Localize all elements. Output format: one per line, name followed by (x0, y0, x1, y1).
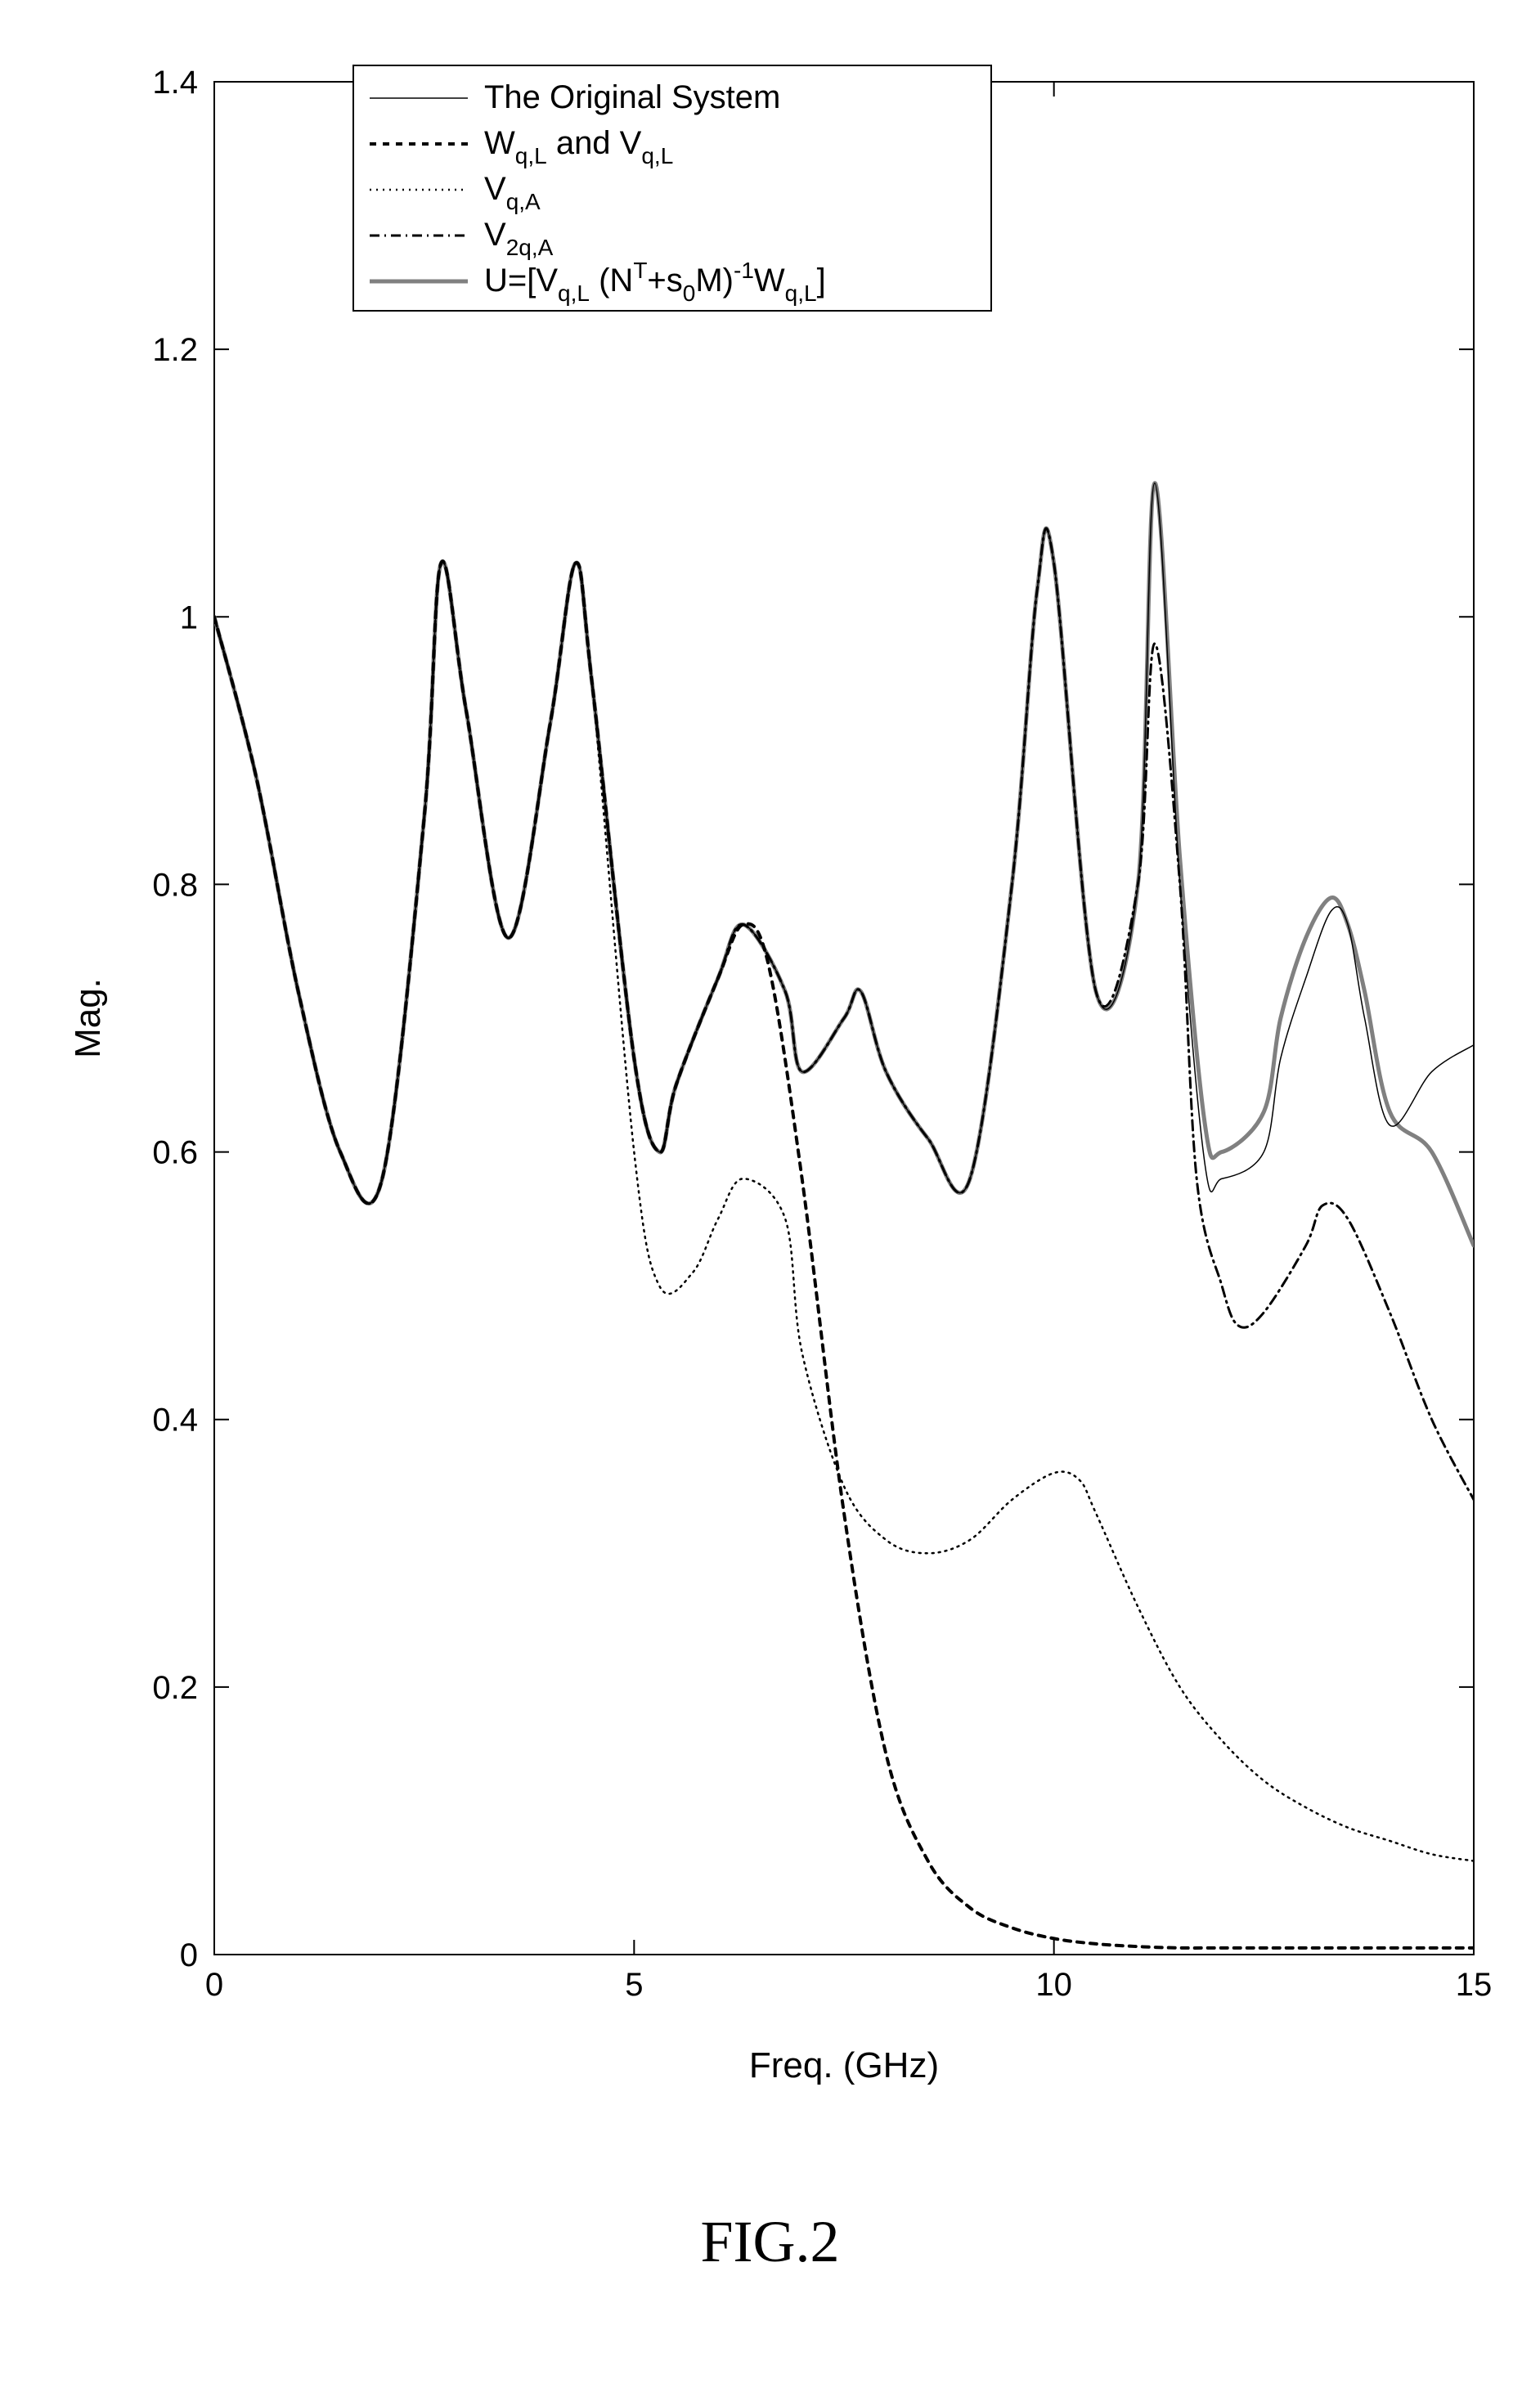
x-axis-label: Freq. (GHz) (748, 2045, 938, 2085)
series-line (214, 561, 1474, 1861)
x-tick: 15 (1455, 1967, 1492, 2003)
series-line (214, 561, 1474, 1948)
y-tick: 0.2 (152, 1670, 198, 1706)
chart-wrap: 0 5 10 15 0 0.2 0.4 0.6 0.8 1 1.2 1.4 Freq. (GHz) Mag… (34, 33, 1506, 2159)
y-tick: 1 (179, 599, 197, 635)
y-tick: 0 (179, 1937, 197, 1973)
y-tick: 1.4 (152, 65, 198, 101)
legend-label: The Original System (484, 79, 780, 115)
y-tick: 0.6 (152, 1135, 198, 1171)
series-line (214, 483, 1474, 1246)
x-tick: 0 (204, 1967, 222, 2003)
y-axis-label: Mag. (68, 978, 108, 1058)
x-tick: 10 (1035, 1967, 1072, 2003)
series-line (214, 483, 1474, 1204)
y-tick: 0.8 (152, 867, 198, 903)
figure-container: 0 5 10 15 0 0.2 0.4 0.6 0.8 1 1.2 1.4 Freq. (GHz) Mag… (34, 33, 1506, 2276)
chart-svg: 0 5 10 15 0 0.2 0.4 0.6 0.8 1 1.2 1.4 Freq. (GHz) Mag… (34, 33, 1506, 2159)
y-tick: 0.4 (152, 1403, 198, 1439)
x-tick: 5 (625, 1967, 643, 2003)
figure-label: FIG.2 (34, 2208, 1506, 2276)
y-tick: 1.2 (152, 332, 198, 368)
